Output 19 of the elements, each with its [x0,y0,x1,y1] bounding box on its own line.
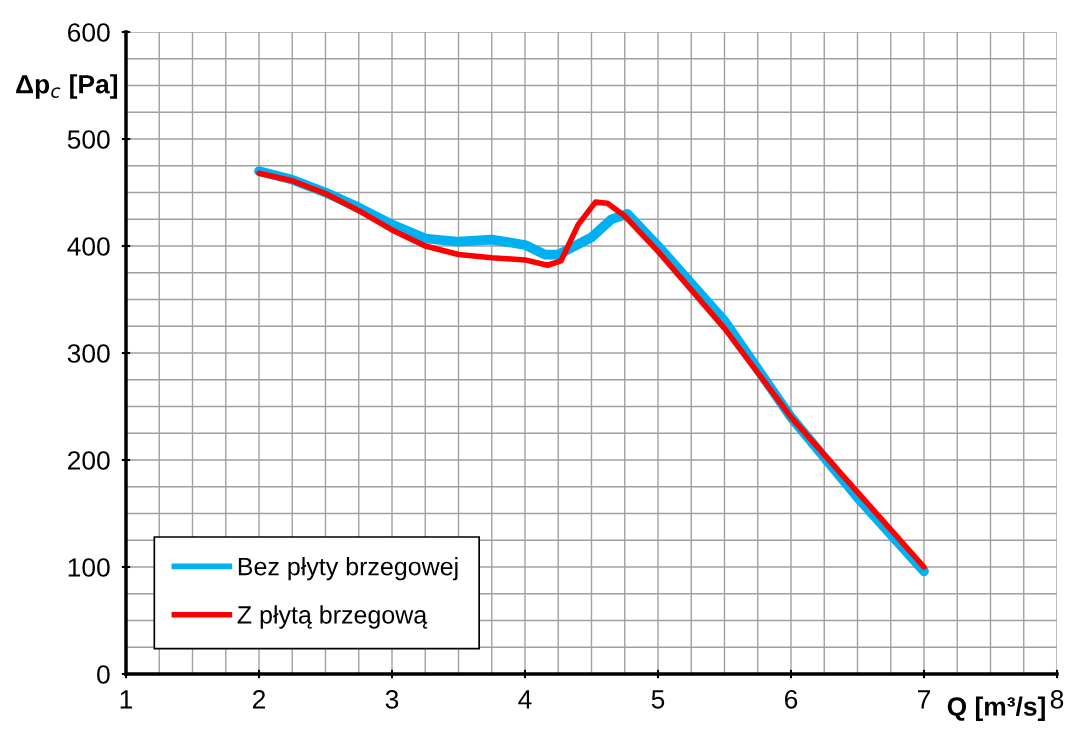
x-tick-label: 6 [785,689,798,709]
x-tick-label: 2 [252,689,266,709]
x-tick-label: 7 [918,690,931,709]
x-tick-label: 1 [120,690,133,709]
y-tick-label: 500 [67,130,110,149]
y-tick-label: 300 [67,344,110,363]
y-tick-label: 600 [68,23,110,42]
x-tick-label: 8 [1050,689,1064,709]
y-axis-title: Δp$_{c}$ [Pa] [16,74,118,99]
y-tick-label: 0 [97,665,110,684]
y-tick-label: 100 [68,558,110,577]
x-axis-title: Q [m³/s] [947,696,1045,722]
x-tick-label: 5 [651,690,665,709]
y-tick-label: 200 [68,451,110,470]
y-tick-label: 400 [67,237,110,256]
x-tick-label: 4 [518,690,532,709]
x-tick-label: 3 [385,689,399,709]
legend-label: Bez płyty brzegowej [238,557,458,581]
legend-label: Z płytą brzegową [237,605,428,629]
